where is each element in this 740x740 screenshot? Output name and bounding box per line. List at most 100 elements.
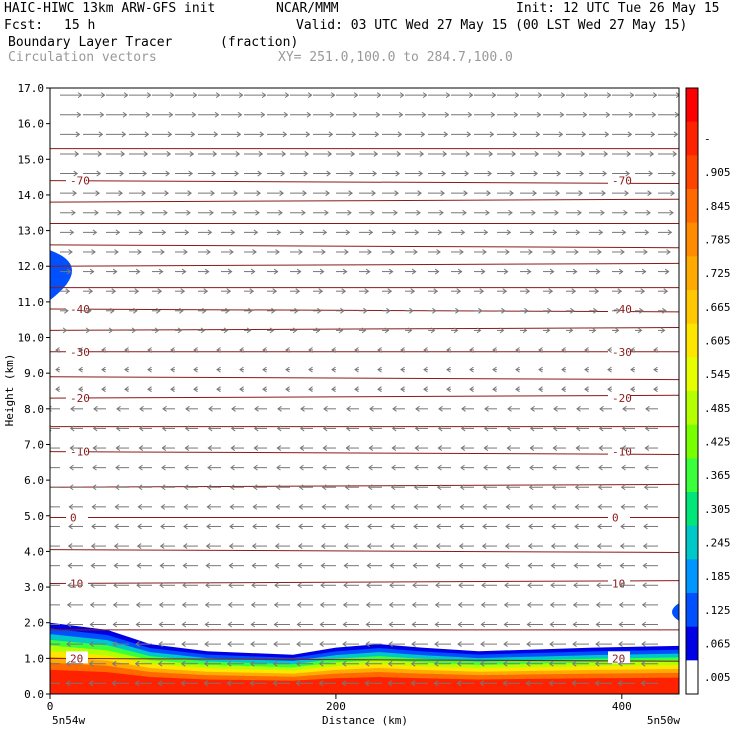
circulation-vector (69, 464, 83, 471)
circulation-vector (344, 523, 359, 530)
circulation-vector (505, 523, 520, 530)
circulation-vector (584, 366, 589, 373)
circulation-vector (313, 190, 330, 197)
circulation-vector (205, 562, 221, 569)
circulation-vector (285, 366, 290, 373)
circulation-vector (414, 464, 428, 471)
circulation-vector (640, 680, 658, 687)
circulation-vector (60, 151, 80, 157)
circulation-vector (589, 92, 612, 99)
circulation-vector (342, 621, 359, 628)
circulation-vector (597, 484, 612, 491)
circulation-vector (66, 601, 83, 608)
circulation-vector (262, 366, 267, 373)
circulation-vector (612, 92, 635, 99)
circulation-vector (91, 484, 106, 491)
circulation-vector (88, 660, 106, 667)
circulation-vector (405, 268, 417, 275)
circulation-vector (244, 92, 267, 99)
circulation-vector (497, 209, 513, 216)
circulation-vector (221, 151, 241, 157)
circulation-vector (589, 268, 601, 275)
circulation-vector (290, 92, 313, 99)
y-tick-label: 7.0 (24, 438, 44, 451)
circulation-vector (106, 111, 128, 118)
circulation-vector (589, 111, 611, 118)
circulation-vector (83, 229, 98, 236)
circulation-vector (528, 484, 543, 491)
circulation-vector (152, 92, 175, 99)
circulation-vector (198, 307, 207, 314)
circulation-vector (229, 503, 244, 510)
colorbar-swatch (686, 593, 698, 628)
circulation-vector (89, 601, 106, 608)
circulation-vector (641, 641, 658, 648)
circulation-vector (60, 288, 71, 295)
circulation-vector (208, 405, 221, 412)
circulation-vector (538, 386, 543, 393)
circulation-vector (520, 151, 540, 157)
circulation-vector (184, 464, 198, 471)
circulation-vector (182, 582, 198, 589)
circulation-vector (267, 170, 286, 177)
circulation-vector (272, 660, 290, 667)
circulation-vector (113, 582, 129, 589)
circulation-vector (527, 562, 543, 569)
circulation-vector (320, 543, 336, 549)
circulation-vector (367, 523, 382, 530)
circulation-vector (635, 249, 648, 255)
circulation-vector (642, 562, 658, 569)
circulation-vector (400, 347, 405, 353)
circulation-vector (129, 307, 138, 314)
temperature-contour (50, 451, 679, 455)
circulation-vector (377, 386, 382, 393)
circulation-vector (206, 523, 221, 530)
circulation-vector (323, 405, 336, 412)
circulation-vector (267, 209, 283, 216)
colorbar-swatch (686, 189, 698, 224)
circulation-vector (551, 523, 566, 530)
circulation-vector (152, 268, 164, 275)
circulation-vector (635, 151, 655, 157)
circulation-vector (382, 209, 398, 216)
colorbar-label: .365 (704, 469, 731, 482)
circulation-vector (262, 386, 267, 393)
circulation-vector (198, 131, 219, 138)
circulation-vector (341, 680, 359, 687)
circulation-vector (658, 131, 679, 138)
circulation-vector (175, 131, 196, 138)
circulation-vector (244, 209, 260, 216)
circulation-vector (595, 621, 612, 628)
circulation-vector (635, 170, 654, 177)
contour-label-bg (608, 510, 630, 523)
circulation-vector (369, 405, 382, 412)
circulation-vector (253, 425, 267, 432)
xy-range: XY= 251.0,100.0 to 284.7,100.0 (278, 50, 513, 65)
circulation-vector (170, 366, 175, 373)
temperature-contour (50, 549, 679, 553)
circulation-vector (589, 131, 610, 138)
circulation-vector (428, 288, 439, 295)
circulation-vector (658, 111, 679, 118)
circulation-vector (69, 445, 83, 451)
circulation-vector (497, 229, 512, 236)
circulation-vector (290, 229, 305, 236)
circulation-vector (198, 327, 206, 334)
circulation-vector (391, 425, 405, 432)
circulation-vector (158, 621, 175, 628)
circulation-vector (250, 601, 267, 608)
circulation-vector (617, 680, 635, 687)
circulation-vector (308, 386, 313, 393)
circulation-vector (598, 445, 612, 451)
circulation-vector (388, 601, 405, 608)
circulation-vector (505, 484, 520, 491)
circulation-vector (313, 151, 333, 157)
circulation-vector (458, 582, 474, 589)
circulation-vector (181, 621, 198, 628)
circulation-vector (405, 111, 427, 118)
circulation-vector (566, 131, 587, 138)
circulation-vector (387, 680, 405, 687)
circulation-vector (342, 601, 359, 608)
circulation-vector (413, 503, 428, 510)
circulation-vector (480, 601, 497, 608)
